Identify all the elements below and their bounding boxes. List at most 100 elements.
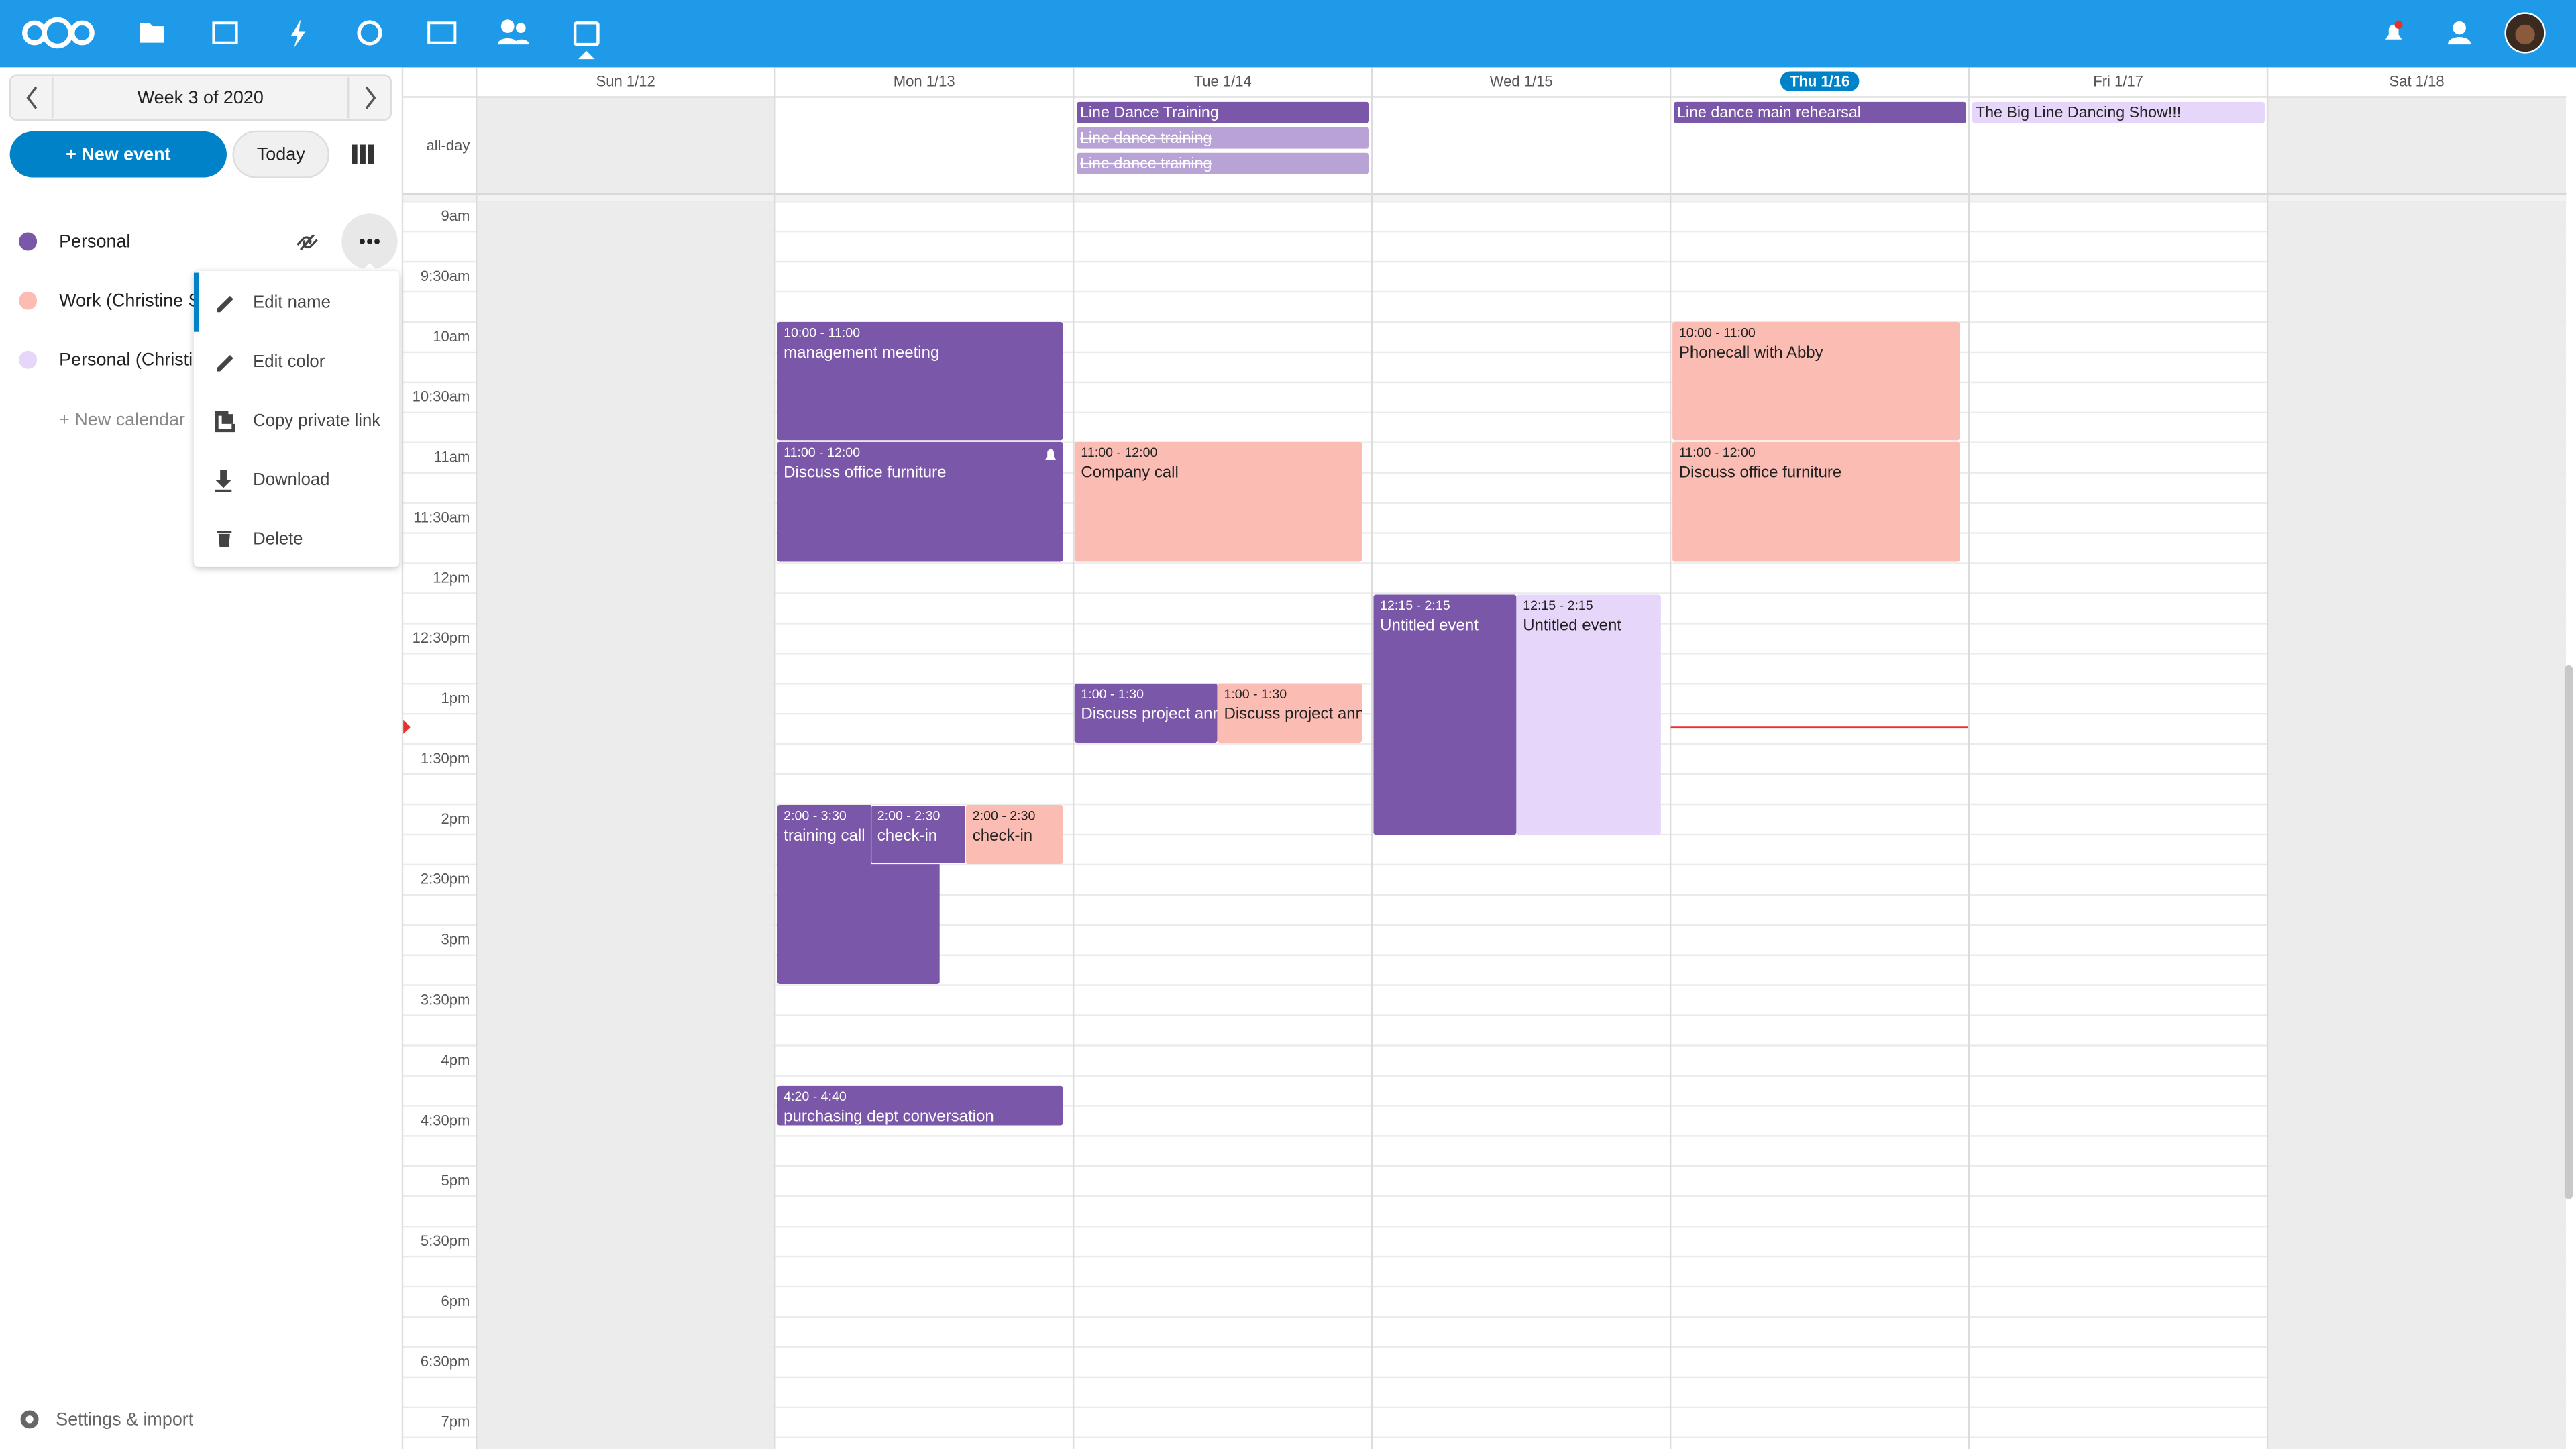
event-time[interactable]: 4:20 - 4:40	[784, 1089, 847, 1104]
event[interactable]: 1:00 - 1:30 Discuss project announcement	[1074, 683, 1301, 743]
event-box[interactable]	[1077, 101, 1369, 123]
day-header[interactable]: Mon 1/13	[894, 72, 955, 89]
event[interactable]: 1:00 - 1:30 Discuss project announcement	[1217, 683, 1444, 743]
event-box[interactable]	[1972, 101, 2265, 123]
event-time[interactable]: 2:00 - 3:30	[784, 808, 847, 823]
event-title[interactable]: training call	[784, 826, 865, 845]
event-title[interactable]: management meeting	[784, 343, 939, 362]
all-day-event[interactable]: Line Dance Training	[1077, 101, 1369, 123]
share-link-icon[interactable]	[297, 234, 318, 251]
event-box[interactable]	[1074, 441, 1362, 562]
event[interactable]: 12:15 - 2:15 Untitled event	[1373, 594, 1517, 835]
event-title[interactable]: Untitled event	[1523, 616, 1621, 634]
event[interactable]: 2:00 - 2:30 check-in	[870, 805, 966, 865]
event-time[interactable]: 2:00 - 2:30	[973, 808, 1036, 823]
event-title[interactable]: Discuss project announcement	[1224, 705, 1444, 723]
event-title[interactable]: Phonecall with Abby	[1679, 343, 1823, 362]
menu-item[interactable]: Edit name	[253, 293, 331, 312]
logo[interactable]	[22, 17, 95, 49]
new-calendar[interactable]: + New calendar	[59, 409, 185, 429]
event-box[interactable]	[1373, 594, 1517, 835]
today-label[interactable]: Today	[257, 144, 305, 164]
photos-icon[interactable]	[212, 21, 238, 44]
event-time[interactable]: 11:00 - 12:00	[1679, 445, 1756, 460]
event[interactable]: 12:15 - 2:15 Untitled event	[1516, 594, 1661, 835]
event-title[interactable]: The Big Line Dancing Show!!!	[1976, 103, 2181, 121]
event-time[interactable]: 1:00 - 1:30	[1081, 687, 1144, 702]
day-header[interactable]: Fri 1/17	[2093, 72, 2143, 89]
all-day-event[interactable]: Line dance main rehearsal	[1674, 101, 1966, 123]
event-box[interactable]	[777, 1085, 1063, 1126]
event[interactable]: 11:00 - 12:00 Discuss office furniture	[777, 441, 1063, 562]
settings-icon[interactable]	[20, 1410, 39, 1429]
event-title[interactable]: Line dance training	[1080, 154, 1212, 172]
event-time[interactable]: 12:15 - 2:15	[1523, 598, 1593, 613]
event-box[interactable]	[1074, 683, 1218, 743]
all-day-event[interactable]: Line dance training	[1077, 127, 1369, 149]
event-box[interactable]	[777, 441, 1063, 562]
day-header[interactable]: Tue 1/14	[1194, 72, 1252, 89]
contacts-icon[interactable]	[500, 19, 515, 33]
mail-icon[interactable]	[427, 21, 457, 44]
contacts-menu-icon[interactable]	[2453, 21, 2466, 35]
event-title[interactable]: Discuss office furniture	[784, 464, 946, 482]
calendar-name[interactable]: Personal (Christi	[59, 350, 193, 370]
event-time[interactable]: 1:00 - 1:30	[1224, 687, 1287, 702]
event-box[interactable]	[966, 805, 1063, 865]
all-day-event[interactable]: The Big Line Dancing Show!!!	[1972, 101, 2265, 123]
all-day-event[interactable]: Line dance training	[1077, 152, 1369, 174]
event-box[interactable]	[1672, 441, 1960, 562]
event[interactable]: 2:00 - 2:30 check-in	[966, 805, 1063, 865]
event-box[interactable]	[1516, 594, 1661, 835]
calendar-icon[interactable]	[573, 21, 600, 46]
day-header[interactable]: Sun 1/12	[596, 72, 655, 89]
event-title[interactable]: Company call	[1081, 464, 1178, 482]
calendar-name[interactable]: Personal	[59, 231, 130, 251]
next-week[interactable]	[365, 86, 376, 109]
event-title[interactable]: Line Dance Training	[1080, 103, 1219, 121]
event-time[interactable]: 2:00 - 2:30	[877, 808, 941, 823]
scrollbar[interactable]	[2564, 665, 2573, 1199]
settings-link[interactable]: Settings & import	[56, 1409, 194, 1429]
event-time[interactable]: 10:00 - 11:00	[1679, 325, 1756, 340]
event-box[interactable]	[1674, 101, 1966, 123]
event[interactable]: 10:00 - 11:00 Phonecall with Abby	[1672, 322, 1960, 441]
event-title[interactable]: Discuss project announcement	[1081, 705, 1301, 723]
event[interactable]: 10:00 - 11:00 management meeting	[777, 322, 1063, 441]
event-time[interactable]: 12:15 - 2:15	[1380, 598, 1450, 613]
event-title[interactable]: Discuss office furniture	[1679, 464, 1841, 482]
day-header[interactable]: Thu 1/16	[1790, 72, 1849, 89]
today-button[interactable]	[232, 130, 330, 178]
event-box[interactable]	[1077, 127, 1369, 149]
activity-icon[interactable]	[290, 19, 306, 48]
calendar-color[interactable]	[19, 232, 38, 251]
event-title[interactable]: check-in	[877, 826, 937, 845]
event-title[interactable]: Untitled event	[1380, 616, 1479, 634]
menu-item[interactable]: Copy private link	[253, 411, 380, 430]
event-title[interactable]: Line dance main rehearsal	[1677, 103, 1861, 121]
event-title[interactable]: Line dance training	[1080, 129, 1212, 146]
event-time[interactable]: 11:00 - 12:00	[1081, 445, 1157, 460]
event-time[interactable]: 11:00 - 12:00	[784, 445, 860, 460]
talk-icon[interactable]	[357, 20, 382, 46]
files-icon[interactable]	[140, 23, 164, 43]
calendar-name[interactable]: Work (Christine S	[59, 290, 200, 310]
event-title[interactable]: purchasing dept conversation	[784, 1108, 994, 1126]
menu-item[interactable]: Download	[253, 470, 329, 489]
event-box[interactable]	[870, 805, 966, 865]
event-box[interactable]	[777, 322, 1063, 441]
event-time[interactable]: 10:00 - 11:00	[784, 325, 860, 340]
previous-week[interactable]	[26, 86, 38, 109]
new-event-button[interactable]	[9, 131, 227, 178]
view-switcher[interactable]	[352, 144, 374, 164]
calendar-color[interactable]	[19, 291, 38, 310]
event[interactable]: 4:20 - 4:40 purchasing dept conversation	[777, 1085, 1063, 1126]
event[interactable]: 11:00 - 12:00 Discuss office furniture	[1672, 441, 1960, 562]
event[interactable]: 11:00 - 12:00 Company call	[1074, 441, 1362, 562]
event-box[interactable]	[1217, 683, 1362, 743]
event-box[interactable]	[1672, 322, 1960, 441]
calendar-color[interactable]	[19, 350, 38, 369]
menu-item[interactable]: Delete	[253, 529, 303, 548]
day-header[interactable]: Wed 1/15	[1490, 72, 1553, 89]
week-label[interactable]: Week 3 of 2020	[138, 87, 264, 107]
